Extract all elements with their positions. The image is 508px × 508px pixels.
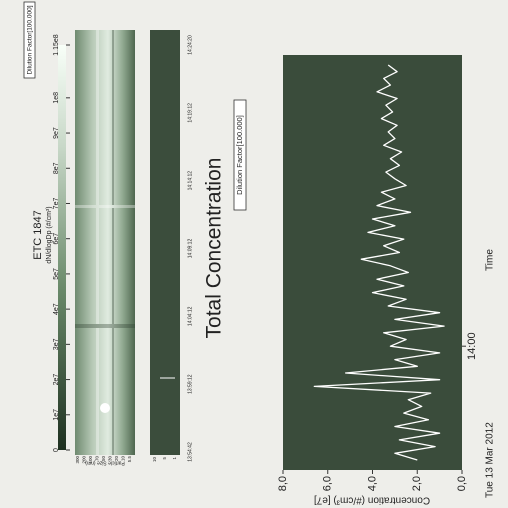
plot-area <box>283 55 462 470</box>
colorbar-tick-label: 1e8 <box>53 92 60 104</box>
y-tick-label: 2,0 <box>411 476 423 491</box>
colorbar-tick-label: 2e7 <box>53 374 60 386</box>
time-tick-label: 13:59:12 <box>187 374 193 394</box>
size-tick-label: 20 <box>114 456 119 462</box>
time-tick-label: 14:14:12 <box>187 171 193 191</box>
y-axis-label: Concentration (#/cm³) [e7] <box>314 494 430 505</box>
colorbar-tick-label: 1e7 <box>53 409 60 421</box>
x-tick-label: 14:00 <box>466 332 478 360</box>
size-tick-label: 50 <box>101 456 106 462</box>
screenshot: ETC 1847 dN/dlogDp (#/cm³) Dilution Fact… <box>0 0 508 508</box>
strip-tick-label: 5 <box>162 457 167 460</box>
colorbar-tick-label: 0 <box>53 448 60 452</box>
y-tick-label: 8,0 <box>277 476 289 491</box>
strip-tick-label: 1 <box>172 457 177 460</box>
strip-panel <box>150 30 180 455</box>
x-axis-label: Time <box>485 249 496 271</box>
heatmap-bright-spot <box>100 403 110 413</box>
size-tick-label: 5.5 <box>127 456 132 463</box>
date-label: Tue 13 Mar 2012 <box>485 422 496 498</box>
colorbar-tick-label: 1.15e8 <box>53 34 60 56</box>
size-tick-label: 300 <box>75 456 80 464</box>
y-tick-label: 0,0 <box>456 476 468 491</box>
size-tick-label: 30 <box>108 456 113 462</box>
heatmap-annotation: Dilution Factor[100.000] <box>27 5 34 74</box>
chart-annotation: Dilution Factor[100.000] <box>235 115 244 195</box>
time-tick-label: 14:24:20 <box>187 35 193 55</box>
page: {"heatmap_panel": { "title": "ETC 1847",… <box>0 0 508 508</box>
time-tick-label: 14:09:12 <box>187 239 193 259</box>
strip-tick-label: 10 <box>152 457 157 463</box>
colorbar-tick-label: 3e7 <box>53 338 60 350</box>
heatmap-subtitle: dN/dlogDp (#/cm³) <box>46 206 53 263</box>
chart-title: Total Concentration <box>203 158 226 339</box>
size-tick-label: 70 <box>95 456 100 462</box>
y-tick-label: 6,0 <box>322 476 334 491</box>
y-tick-label: 4,0 <box>366 476 378 491</box>
size-tick-label: 10 <box>121 456 126 462</box>
time-tick-label: 14:04:12 <box>187 306 193 326</box>
colorbar-tick-label: 5e7 <box>53 268 60 280</box>
colorbar-tick-label: 6e7 <box>53 233 60 245</box>
size-tick-label: 100 <box>88 456 93 464</box>
heatmap-title: ETC 1847 <box>32 210 44 260</box>
time-tick-label: 13:54:42 <box>187 442 193 462</box>
heatmap <box>75 30 135 455</box>
colorbar-tick-label: 9e7 <box>53 127 60 139</box>
rotated-print: ETC 1847 dN/dlogDp (#/cm³) Dilution Fact… <box>24 2 496 505</box>
colorbar <box>58 45 66 450</box>
colorbar-tick-label: 8e7 <box>53 162 60 174</box>
time-tick-label: 14:19:12 <box>187 103 193 123</box>
colorbar-tick-label: 4e7 <box>53 303 60 315</box>
colorbar-tick-label: 7e7 <box>53 198 60 210</box>
size-tick-label: 200 <box>82 456 87 464</box>
